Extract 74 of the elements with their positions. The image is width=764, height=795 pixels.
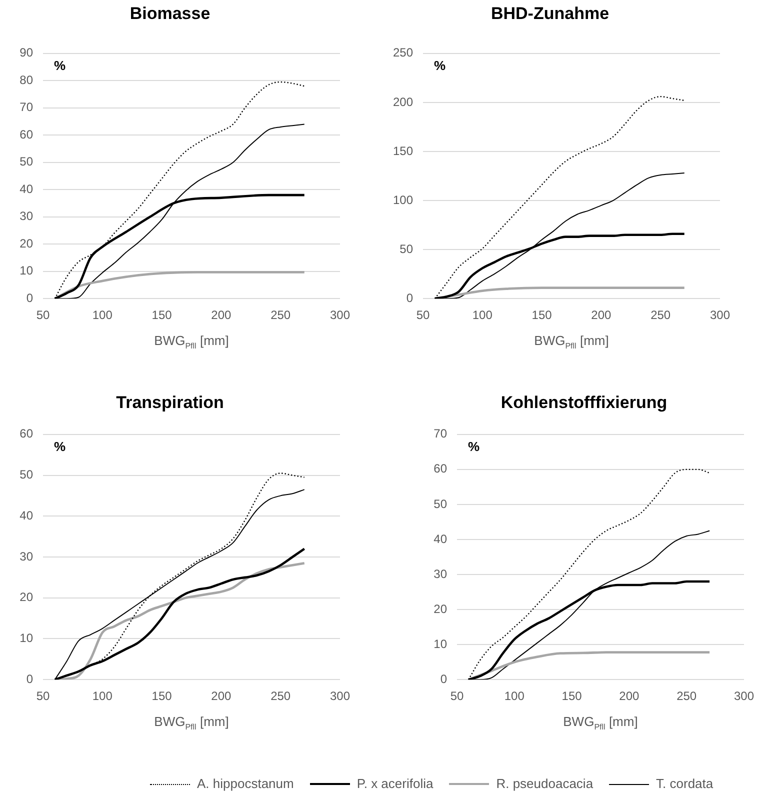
x-tick-label: 100 [472, 308, 493, 322]
x-tick-label: 300 [330, 689, 350, 704]
y-tick-label: 0 [440, 672, 448, 686]
x-tick-label: 200 [591, 308, 612, 322]
y-tick-label: 70 [434, 426, 448, 441]
y-axis-title: % [434, 58, 446, 73]
x-tick-label: 200 [211, 308, 232, 322]
x-tick-label: 50 [416, 308, 430, 322]
y-tick-label: 60 [20, 426, 34, 441]
line-series [54, 270, 306, 299]
legend-label: P. x acerifolia [356, 776, 434, 792]
y-tick-label: 60 [20, 127, 34, 142]
x-axis-title: BWG$_{Pfll}$ [mm] [534, 332, 609, 352]
y-tick-label: 200 [392, 94, 414, 109]
y-tick-label: 0 [26, 672, 34, 686]
legend-label: R. pseudoacacia [496, 776, 594, 792]
y-tick-label: 30 [20, 209, 34, 224]
chart-title: Transpiration [116, 392, 224, 412]
y-tick-label: 20 [20, 236, 34, 250]
chart-title: BHD-Zunahme [490, 4, 610, 23]
y-tick-label: 50 [20, 154, 34, 169]
line-series [467, 651, 711, 680]
y-axis-title: % [468, 438, 480, 454]
y-tick-label: 50 [20, 468, 34, 482]
x-tick-label: 250 [270, 689, 291, 704]
x-tick-label: 300 [734, 689, 754, 704]
x-tick-label: 250 [270, 308, 291, 322]
y-tick-label: 30 [434, 566, 448, 581]
x-tick-label: 100 [92, 689, 113, 704]
x-axis-title: BWG$_{Pfll}$ [mm] [154, 332, 229, 352]
y-tick-label: 30 [20, 549, 34, 564]
y-tick-label: 100 [392, 192, 414, 207]
x-tick-label: 300 [710, 308, 730, 322]
x-tick-label: 250 [676, 689, 697, 704]
x-axis-title: BWG$_{Pfll}$ [mm] [563, 714, 638, 734]
x-tick-label: 150 [532, 308, 552, 322]
x-tick-label: 150 [152, 308, 172, 322]
y-axis-title: % [54, 438, 66, 454]
chart-title: Biomasse [130, 4, 210, 23]
x-axis-title: BWG$_{Pfll}$ [mm] [154, 714, 229, 734]
y-tick-label: 0 [26, 290, 34, 305]
y-tick-label: 10 [20, 631, 34, 646]
y-tick-label: 40 [20, 508, 34, 522]
y-tick-label: 90 [20, 46, 34, 60]
x-tick-label: 150 [562, 689, 582, 704]
y-tick-label: 50 [400, 242, 414, 256]
y-tick-label: 40 [20, 182, 34, 196]
x-tick-label: 50 [36, 689, 50, 704]
x-tick-label: 200 [619, 689, 640, 704]
y-tick-label: 20 [434, 602, 448, 616]
legend-label: A. hippocstanum [197, 776, 294, 792]
line-series [434, 286, 686, 299]
y-tick-label: 70 [20, 100, 34, 114]
y-tick-label: 50 [434, 496, 448, 511]
x-tick-label: 100 [92, 308, 113, 322]
x-tick-label: 250 [650, 308, 671, 322]
y-axis-title: % [54, 58, 66, 73]
x-tick-label: 200 [211, 689, 232, 704]
y-tick-label: 40 [434, 532, 448, 546]
y-tick-label: 20 [20, 590, 34, 604]
y-tick-label: 10 [20, 264, 34, 278]
y-tick-label: 250 [392, 46, 414, 60]
y-tick-label: 60 [434, 462, 448, 476]
chart-title: Kohlenstofffixierung [500, 392, 668, 412]
x-tick-label: 300 [330, 308, 350, 322]
y-tick-label: 150 [392, 144, 414, 158]
y-tick-label: 0 [406, 290, 414, 305]
x-tick-label: 150 [152, 689, 172, 704]
x-tick-label: 50 [36, 308, 50, 322]
legend-label: T. cordata [656, 776, 714, 792]
x-tick-label: 50 [450, 689, 464, 704]
y-tick-label: 80 [20, 72, 34, 87]
x-tick-label: 100 [504, 689, 525, 704]
y-tick-label: 10 [434, 636, 448, 651]
